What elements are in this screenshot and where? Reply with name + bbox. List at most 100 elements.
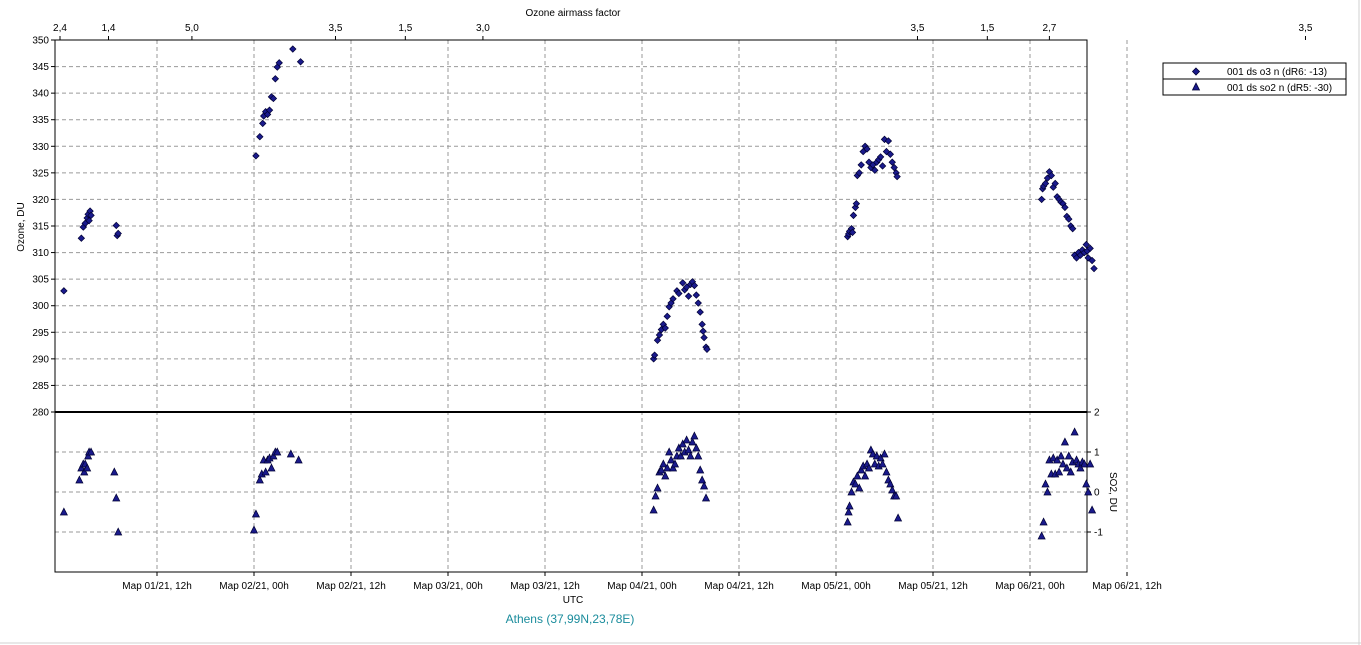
so2-point: [269, 451, 278, 460]
so2-tick-label: 1: [1094, 448, 1100, 459]
ozone-point: [1086, 244, 1094, 253]
ozone-point: [259, 119, 267, 128]
ozone-point: [1088, 256, 1096, 265]
ozone-point: [271, 75, 280, 83]
ozone-point: [669, 295, 677, 303]
ozone-point: [849, 211, 858, 220]
so2-point: [1041, 479, 1050, 488]
ozone-point: [878, 162, 887, 170]
ozone-point: [252, 152, 260, 160]
so2-point: [892, 491, 901, 500]
so2-point: [1064, 451, 1073, 460]
so2-point: [692, 443, 701, 452]
so2-point: [870, 459, 879, 468]
ozone-point: [85, 216, 93, 225]
ozone-y-axis: 280 285 290 295 300 305 310 315 320 325 330 335 340 3…: [32, 36, 55, 419]
ozone-tick-label: 320: [32, 195, 49, 206]
ozone-point: [60, 287, 68, 295]
so2-point: [1082, 479, 1091, 488]
ozone-point: [852, 199, 861, 208]
so2-point: [83, 463, 92, 472]
time-tick-label: Мар 01/21, 12h: [122, 581, 192, 592]
so2-point: [868, 449, 877, 458]
so2-point: [694, 451, 703, 460]
so2-point: [1076, 463, 1085, 472]
ozone-point: [863, 145, 871, 153]
so2-point: [668, 463, 678, 472]
airmass-tick-label: 3,5: [911, 23, 925, 34]
so2-point: [255, 475, 264, 484]
time-tick-label: Мар 02/21, 00h: [219, 581, 289, 592]
airmass-tick-label: 3,5: [329, 23, 343, 34]
ozone-point: [1061, 203, 1069, 212]
so2-point: [1062, 463, 1071, 472]
legend-diamond-icon: [1191, 67, 1201, 76]
ozone-tick-label: 340: [32, 89, 49, 100]
so2-point: [251, 509, 261, 518]
time-tick-label: Мар 06/21, 00h: [995, 581, 1065, 592]
ozone-tick-label: 335: [32, 115, 49, 126]
airmass-tick-label: 1,4: [102, 23, 116, 34]
so2-point: [698, 475, 707, 484]
so2-point: [1056, 451, 1066, 460]
ozone-point: [696, 308, 704, 316]
x-axis-title: UTC: [563, 595, 584, 606]
so2-point: [1084, 487, 1093, 496]
so2-point: [678, 439, 687, 448]
ozone-point: [690, 281, 699, 290]
airmass-tick-label: 1,5: [398, 23, 412, 34]
ozone-axis-label: Ozone, DU: [16, 202, 27, 251]
so2-point: [855, 483, 864, 492]
so2-point: [844, 507, 853, 516]
time-tick-label: Мар 04/21, 12h: [704, 581, 774, 592]
ozone-point: [694, 299, 702, 307]
ozone-point: [1065, 215, 1073, 223]
so2-point: [1055, 467, 1064, 476]
so2-point: [684, 445, 693, 454]
so2-point: [880, 449, 889, 458]
ozone-point: [698, 320, 706, 329]
time-tick-label: Мар 05/21, 12h: [898, 581, 968, 592]
so2-point: [657, 465, 666, 474]
ozone-point: [857, 161, 865, 169]
ozone-point: [265, 106, 274, 114]
ozone-tick-label: 285: [32, 381, 49, 392]
airmass-tick-label: 3,0: [476, 23, 490, 34]
ozone-point: [77, 234, 86, 242]
ozone-point: [296, 58, 305, 66]
ozone-tick-label: 310: [32, 248, 49, 259]
so2-point: [701, 493, 711, 502]
ozone-point: [692, 291, 701, 299]
ozone-tick-label: 305: [32, 275, 49, 286]
so2-point: [1039, 517, 1048, 526]
ozone-point: [1084, 254, 1092, 262]
so2-point: [75, 475, 84, 484]
ozone-point: [269, 94, 278, 103]
ozone-point: [114, 229, 122, 238]
so2-point: [688, 437, 697, 446]
time-tick-label: Мар 05/21, 00h: [801, 581, 871, 592]
so2-series: [59, 427, 1097, 540]
so2-point: [882, 467, 891, 476]
ozone-tick-label: 280: [32, 408, 49, 419]
so2-point: [80, 467, 89, 476]
airmass-tick-label: 5,0: [185, 23, 199, 34]
ozone-tick-label: 295: [32, 328, 49, 339]
ozone-point: [871, 166, 879, 174]
ozone-tick-label: 350: [32, 36, 49, 47]
legend-entry-so2-label: 001 ds so2 n (dR5: -30): [1227, 83, 1332, 94]
ozone-point: [1041, 179, 1050, 188]
so2-point: [1088, 505, 1097, 514]
location-label: Athens (37,99N,23,78E): [506, 612, 635, 626]
so2-tick-label: 0: [1094, 488, 1100, 499]
ozone-point: [886, 150, 895, 158]
so2-point: [1043, 487, 1052, 496]
ozone-point: [1051, 179, 1059, 188]
so2-point: [857, 465, 866, 474]
so2-point: [1058, 459, 1068, 468]
so2-point: [843, 517, 852, 526]
ozone-point: [684, 292, 693, 300]
so2-point: [267, 463, 276, 472]
so2-point: [273, 447, 282, 456]
